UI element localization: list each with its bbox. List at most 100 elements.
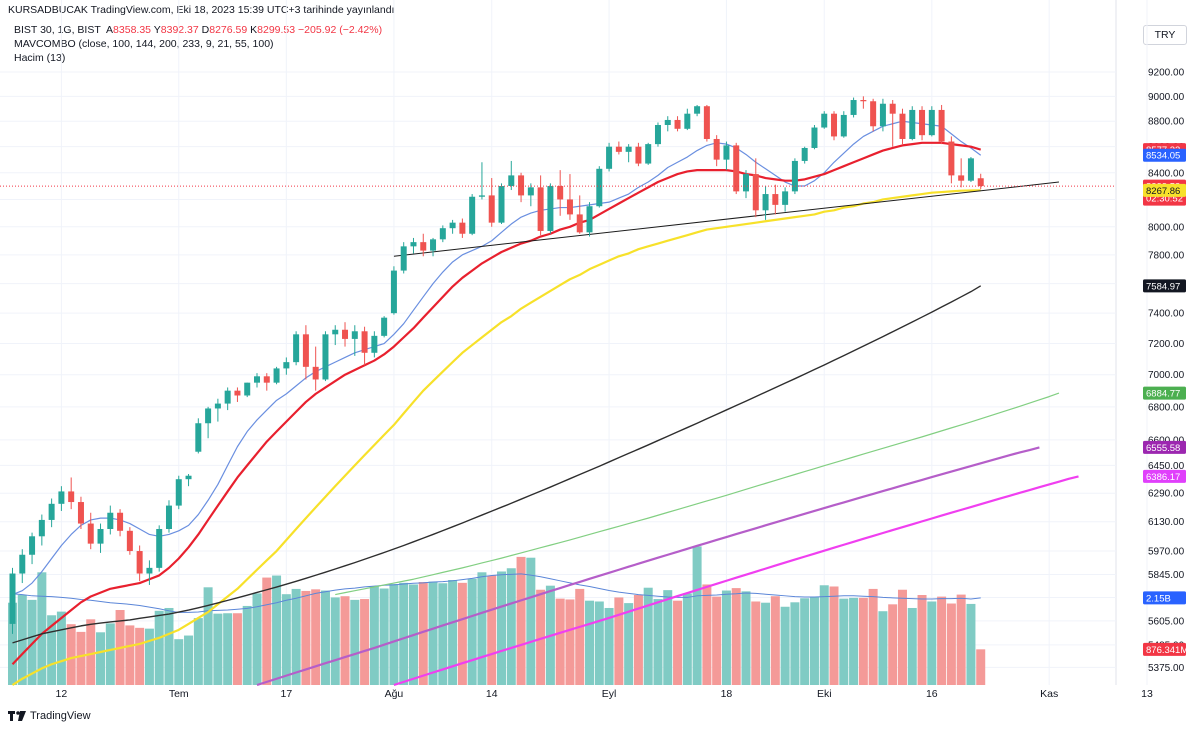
candle-body <box>224 390 231 404</box>
y-tick-label: 6450.00 <box>1148 461 1185 472</box>
candle-body <box>87 523 94 544</box>
candle-body <box>566 199 573 215</box>
volume-bar <box>252 593 262 685</box>
candle-body <box>97 528 104 544</box>
candle-body <box>312 366 319 380</box>
tradingview-logo-icon <box>8 711 26 721</box>
open-value: 8358.35 <box>113 24 152 36</box>
x-tick-label: Tem <box>169 688 189 700</box>
candle <box>195 418 202 454</box>
indicator-volume-legend[interactable]: Hacim (13) <box>14 52 66 64</box>
candle <box>117 509 124 537</box>
candle-body <box>29 536 36 555</box>
candle-body <box>283 362 290 369</box>
candle <box>254 373 260 388</box>
candle <box>68 477 75 510</box>
candle <box>351 325 358 356</box>
candle-body <box>136 551 143 574</box>
candle <box>899 108 906 145</box>
volume-bar <box>575 588 585 685</box>
volume-bar <box>47 615 57 685</box>
volume-bar <box>663 590 673 685</box>
volume-bar <box>340 596 350 685</box>
candle-body <box>606 146 613 169</box>
candle <box>850 97 857 118</box>
volume-bar <box>555 598 565 685</box>
candle-body <box>909 109 916 139</box>
volume-bar <box>526 557 536 685</box>
candle-body <box>117 512 124 531</box>
volume-bar <box>379 588 389 685</box>
volume-bar <box>135 627 145 685</box>
ma200-line <box>256 446 1040 687</box>
volume-bar <box>232 613 242 685</box>
volume-bar <box>125 625 135 685</box>
candle <box>9 567 16 634</box>
candle-body <box>273 368 280 383</box>
candle-body <box>899 113 906 139</box>
candle <box>664 116 671 132</box>
candle <box>234 387 241 402</box>
volume-bar <box>164 607 174 685</box>
price-label-ma55: 8267.86 <box>1143 183 1186 197</box>
y-tick-label: 9200.00 <box>1148 67 1185 78</box>
volume-bar <box>946 603 956 685</box>
x-tick-label: 14 <box>486 688 498 700</box>
candle <box>126 527 133 555</box>
candle <box>312 346 319 391</box>
candle <box>645 142 652 165</box>
candle-body <box>821 113 828 128</box>
candle-body <box>752 174 759 211</box>
candle <box>928 106 935 137</box>
x-tick-label: Eki <box>817 688 832 700</box>
candle-body <box>351 331 358 339</box>
trend-line[interactable] <box>393 181 1060 257</box>
y-tick-label: 7400.00 <box>1148 309 1185 320</box>
candle <box>439 225 446 243</box>
volume-bar <box>888 604 898 685</box>
candle-body <box>254 376 260 383</box>
candle-body <box>263 376 270 383</box>
indicator-mavcombo-legend[interactable]: MAVCOMBO (close, 100, 144, 200, 233, 9, … <box>14 38 274 50</box>
candle-body <box>175 479 182 506</box>
candle <box>498 183 505 225</box>
candle <box>136 545 143 582</box>
y-tick-label: 7000.00 <box>1148 370 1185 381</box>
candle-body <box>831 113 838 137</box>
volume-bar <box>448 580 458 685</box>
candle <box>879 98 886 132</box>
volume-bar <box>487 575 497 685</box>
candle <box>38 514 45 546</box>
volume-bar <box>330 597 340 685</box>
volume-bar <box>585 600 595 685</box>
price-label-bg <box>1143 148 1186 162</box>
candle-body <box>791 160 798 192</box>
candle <box>782 187 789 212</box>
candle-body <box>547 186 554 231</box>
volume-bar <box>272 575 282 685</box>
candle-body <box>928 109 935 136</box>
y-tick-label: 7800.00 <box>1148 250 1185 261</box>
candle-body <box>214 403 221 409</box>
candle-body <box>625 146 632 152</box>
candle <box>332 325 339 346</box>
candle-body <box>38 519 45 537</box>
candle <box>791 158 798 195</box>
candle-body <box>645 144 652 164</box>
candle-body <box>654 125 661 145</box>
candle <box>586 202 593 237</box>
volume-bar <box>281 594 291 685</box>
candle-body <box>684 113 691 129</box>
candle-body <box>302 334 309 367</box>
x-tick-label: 16 <box>926 688 938 700</box>
symbol-legend: BIST 30, 1G, BIST A8358.35 Y8392.37 D827… <box>14 24 382 36</box>
candle-body <box>146 567 153 574</box>
candle <box>576 195 583 234</box>
candle <box>713 135 720 167</box>
close-label: K <box>250 24 258 36</box>
currency-button[interactable]: TRY <box>1143 25 1187 45</box>
candle <box>224 387 231 411</box>
candle-body <box>390 270 397 314</box>
volume-bar <box>144 628 154 685</box>
